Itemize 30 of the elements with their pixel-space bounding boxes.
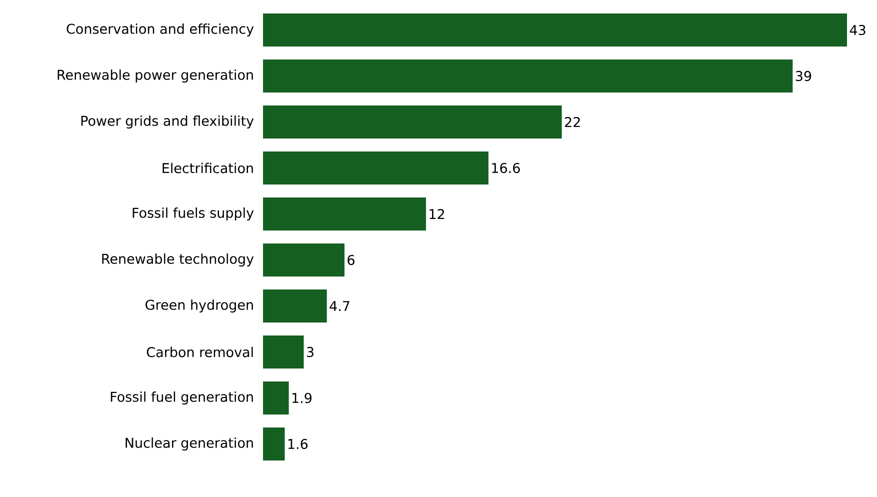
y-tick-label: Nuclear generation <box>126 437 253 451</box>
data-label: 1.9 <box>292 392 312 404</box>
data-label: 16.6 <box>492 162 520 174</box>
bar <box>263 106 562 138</box>
y-tick-label: Power grids and flexibility <box>81 115 254 129</box>
y-tick-label: Renewable power generation <box>58 69 253 83</box>
bar <box>263 427 285 460</box>
bar <box>263 14 847 47</box>
data-label: 22 <box>564 116 580 128</box>
bar <box>263 60 793 93</box>
bar <box>263 381 289 414</box>
y-tick-label: Electrification <box>162 162 253 174</box>
bar <box>263 243 344 276</box>
y-tick-label: Conservation and efficiency <box>66 23 254 37</box>
data-label: 12 <box>430 208 444 220</box>
bar <box>263 289 327 322</box>
y-tick-label: Green hydrogen <box>146 299 253 313</box>
bar <box>263 152 488 184</box>
data-label: 6 <box>348 254 354 266</box>
y-tick-label: Carbon removal <box>146 346 253 358</box>
bar <box>263 198 426 230</box>
data-label: 43 <box>850 24 866 36</box>
data-label: 4.7 <box>330 301 350 311</box>
data-label: 3 <box>306 346 314 358</box>
y-tick-label: Fossil fuel generation <box>110 391 253 405</box>
data-label: 1.6 <box>288 438 308 450</box>
data-label: 39 <box>796 70 812 82</box>
bar <box>263 335 304 368</box>
y-tick-label: Renewable technology <box>102 253 254 267</box>
y-tick-label: Fossil fuels supply <box>132 207 254 221</box>
